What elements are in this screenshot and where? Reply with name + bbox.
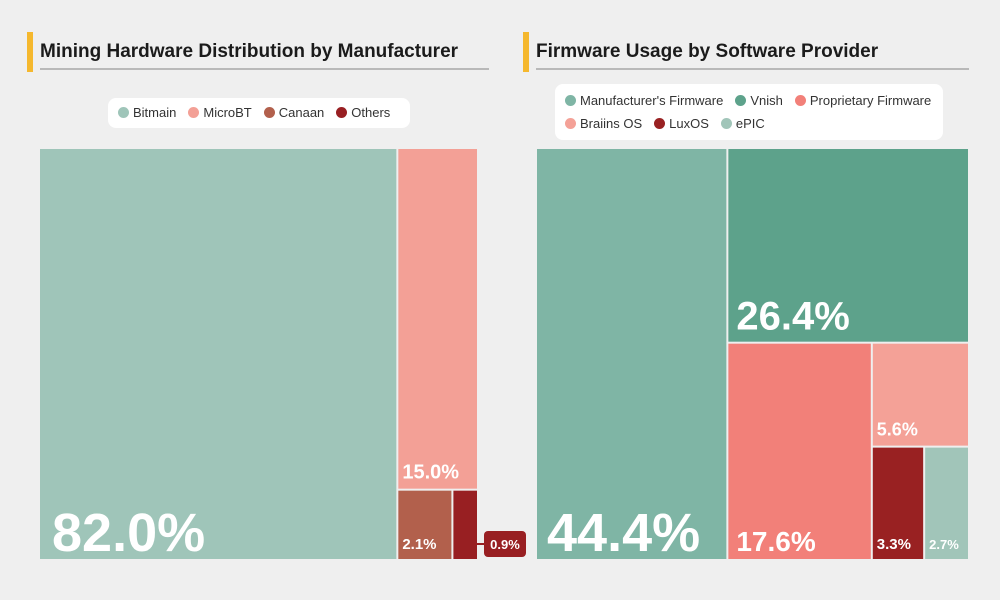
legend-swatch [654, 118, 666, 129]
legend-item-microbt: MicroBT [188, 105, 252, 120]
tile-label-manufacturer-s-firmware: 44.4% [547, 503, 700, 563]
legend-item-luxos: LuxOS [654, 116, 709, 131]
legend-swatch [565, 118, 576, 129]
tile-others [453, 490, 477, 559]
legend-label: Vnish [750, 93, 783, 108]
chart-title: Mining Hardware Distribution by Manufact… [40, 41, 459, 62]
tile-epic [925, 447, 968, 559]
legend-item-canaan: Canaan [263, 105, 325, 120]
legend-swatch [336, 107, 348, 118]
tile-proprietary-firmware [728, 343, 871, 559]
tile-vnish [728, 149, 968, 342]
legend-swatch [735, 95, 747, 106]
legend-item-others: Others [336, 105, 390, 120]
legend-label: Proprietary Firmware [809, 93, 932, 108]
legend-swatch [263, 107, 275, 118]
tile-label-proprietary-firmware: 17.6% [736, 526, 815, 557]
legend-item-bitmain: Bitmain [118, 105, 176, 120]
legend-swatch [794, 95, 806, 106]
legend-item-epic: ePIC [720, 116, 765, 131]
legend-swatch [188, 107, 200, 118]
legend-item-proprietary-firmware: Proprietary Firmware [794, 93, 932, 108]
title-underline [40, 68, 489, 70]
tile-microbt [398, 149, 477, 489]
legend-item-manufacturer-firmware: Manufacturer's Firmware [565, 93, 723, 108]
legend-swatch [118, 107, 129, 118]
tile-luxos [872, 447, 924, 559]
legend-swatch [720, 118, 732, 129]
legend-swatch [565, 95, 576, 106]
title-underline [536, 68, 969, 70]
legend-item-braiins-os: Braiins OS [565, 116, 642, 131]
chart-legend: Manufacturer's Firmware Vnish Proprietar… [555, 84, 943, 140]
tile-manufacturer-s-firmware [537, 149, 727, 559]
legend-label: Canaan [278, 105, 325, 120]
tile-braiins-os [872, 343, 968, 446]
chart-legend: Bitmain MicroBT Canaan Others [108, 98, 410, 128]
legend-item-vnish: Vnish [735, 93, 783, 108]
legend-label: Manufacturer's Firmware [580, 93, 724, 108]
tile-label-others: 0.9% [490, 537, 520, 552]
legend-label: LuxOS [669, 116, 709, 131]
tile-label-luxos: 3.3% [877, 536, 911, 553]
legend-label: Bitmain [133, 105, 177, 120]
tile-label-epic: 2.7% [929, 537, 959, 552]
tile-label-vnish: 26.4% [736, 295, 849, 339]
legend-label: Braiins OS [580, 116, 643, 131]
tile-label-microbt: 15.0% [402, 462, 459, 484]
chart-title: Firmware Usage by Software Provider [536, 41, 879, 62]
tile-label-canaan: 2.1% [402, 536, 436, 553]
title-accent-bar [523, 32, 529, 72]
legend-label: ePIC [735, 116, 765, 131]
title-accent-bar [27, 32, 33, 72]
tile-bitmain [40, 149, 397, 559]
tile-label-braiins-os: 5.6% [877, 420, 918, 440]
tile-canaan [398, 490, 452, 559]
legend-label: Others [351, 105, 391, 120]
legend-label: MicroBT [203, 105, 252, 120]
callout-box [484, 531, 526, 557]
tile-label-bitmain: 82.0% [52, 503, 205, 563]
